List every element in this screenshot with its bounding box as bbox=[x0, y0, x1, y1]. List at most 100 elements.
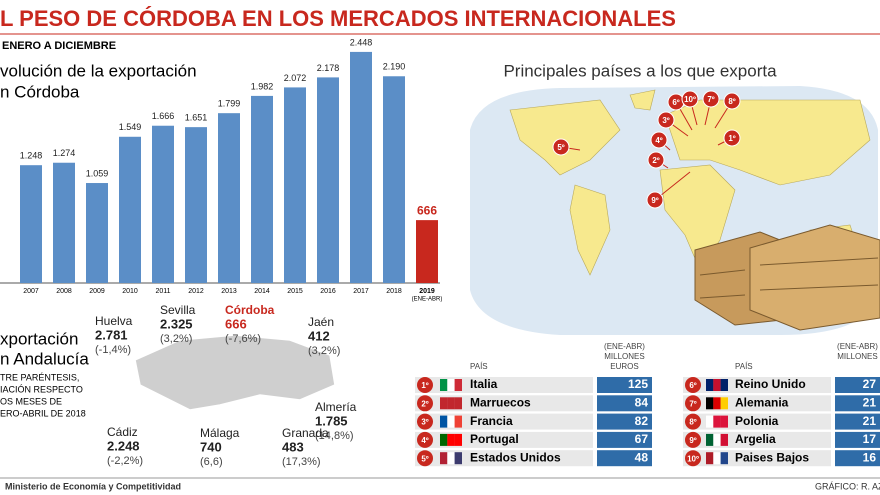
map-marker bbox=[552, 138, 570, 156]
province-name: Granada bbox=[282, 426, 329, 440]
export-value: 27 bbox=[863, 377, 877, 391]
table-header: (ENE-ABR) bbox=[604, 342, 645, 351]
country: Francia bbox=[470, 414, 513, 428]
map-marker-label: 5º bbox=[557, 143, 564, 152]
map-marker-label: 3º bbox=[662, 116, 669, 125]
flag bbox=[720, 397, 728, 410]
flag bbox=[447, 433, 455, 446]
value-label: 2.190 bbox=[383, 62, 406, 72]
rank: 10º bbox=[687, 454, 699, 463]
country: Paises Bajos bbox=[735, 450, 809, 464]
bar bbox=[218, 113, 240, 283]
value-label: 1.651 bbox=[185, 113, 208, 123]
x-tick-note: (ENE-ABR) bbox=[412, 297, 443, 303]
value-box bbox=[597, 431, 652, 448]
province-value: 2.248 bbox=[107, 438, 140, 453]
value-label: 666 bbox=[417, 203, 437, 217]
value-label: 1.549 bbox=[119, 122, 142, 132]
bar bbox=[152, 125, 174, 283]
table-header: MILLONES bbox=[604, 352, 644, 361]
flag bbox=[706, 433, 714, 446]
map-marker bbox=[657, 111, 675, 129]
value-box bbox=[597, 377, 652, 393]
flag bbox=[454, 452, 462, 465]
bar bbox=[284, 87, 306, 283]
rank-badge bbox=[685, 377, 701, 393]
value-label: 2.072 bbox=[284, 73, 307, 83]
map-marker-label: 6º bbox=[672, 98, 679, 107]
bar bbox=[383, 76, 405, 283]
province-value: 740 bbox=[200, 439, 222, 454]
rank-badge bbox=[417, 431, 433, 448]
table-header: PAÍS bbox=[735, 362, 753, 371]
rank: 5º bbox=[421, 454, 428, 463]
flag bbox=[454, 379, 462, 391]
flag bbox=[706, 415, 714, 428]
map-marker bbox=[650, 131, 668, 149]
value-label: 1.666 bbox=[152, 111, 175, 121]
export-value: 48 bbox=[635, 450, 649, 464]
flag bbox=[720, 415, 728, 428]
value-label: 1.274 bbox=[53, 148, 76, 158]
flag bbox=[720, 379, 728, 391]
flag bbox=[447, 397, 455, 410]
rank-badge bbox=[417, 450, 433, 467]
country: Estados Unidos bbox=[470, 450, 561, 464]
x-tick-label: 2008 bbox=[56, 288, 72, 295]
province-value: 412 bbox=[308, 328, 330, 343]
value-box bbox=[835, 431, 880, 448]
rank: 7º bbox=[689, 399, 696, 408]
flag bbox=[440, 397, 448, 410]
province-change: (17,3%) bbox=[282, 456, 321, 468]
andalucia-note: TRE PARÉNTESIS, bbox=[0, 372, 79, 382]
province-value: 2.325 bbox=[160, 316, 193, 331]
map-marker bbox=[647, 151, 665, 169]
source: Ministerio de Economía y Competitividad bbox=[5, 481, 181, 491]
province-name: Málaga bbox=[200, 426, 240, 440]
export-value: 67 bbox=[635, 432, 649, 446]
flag bbox=[720, 452, 728, 465]
export-value: 16 bbox=[863, 450, 877, 464]
country: Marruecos bbox=[470, 395, 531, 409]
table-header: MILLONES bbox=[837, 352, 877, 361]
country: Italia bbox=[470, 377, 498, 391]
value-box bbox=[835, 450, 880, 467]
chart-title: volución de la exportación bbox=[0, 61, 197, 80]
map-marker bbox=[723, 92, 741, 110]
rank: 2º bbox=[421, 399, 428, 408]
map-title: Principales países a los que exporta bbox=[503, 61, 777, 80]
flag bbox=[454, 433, 462, 446]
flag bbox=[440, 433, 448, 446]
value-box bbox=[597, 395, 652, 412]
bar bbox=[185, 127, 207, 283]
value-box bbox=[835, 395, 880, 412]
andalucia-title: n Andalucía bbox=[0, 349, 89, 368]
province-name: Huelva bbox=[95, 314, 133, 328]
province-value: 483 bbox=[282, 439, 304, 454]
province-name: Sevilla bbox=[160, 303, 196, 317]
wooden-crates bbox=[694, 224, 880, 331]
table-header: (ENE-ABR) bbox=[837, 342, 878, 351]
flag bbox=[706, 397, 714, 410]
x-tick-label: 2010 bbox=[122, 288, 138, 295]
value-box bbox=[835, 413, 880, 430]
chart-subtitle: ENERO A DICIEMBRE bbox=[2, 40, 116, 52]
bar bbox=[53, 162, 75, 283]
value-box bbox=[835, 377, 880, 393]
bar bbox=[86, 183, 108, 283]
flag bbox=[706, 452, 714, 465]
flag bbox=[713, 379, 721, 391]
x-tick-label: 2019 bbox=[419, 288, 435, 295]
province-change: (-2,2%) bbox=[107, 455, 143, 467]
flag bbox=[713, 397, 721, 410]
map-marker-label: 10º bbox=[684, 95, 696, 104]
bar bbox=[317, 77, 339, 284]
rank-badge bbox=[417, 413, 433, 430]
province-value: 666 bbox=[225, 316, 247, 331]
province-change: (3,2%) bbox=[160, 333, 192, 345]
province-value: 2.781 bbox=[95, 327, 128, 342]
rank: 6º bbox=[689, 381, 696, 390]
value-label: 1.059 bbox=[86, 168, 109, 178]
country: Reino Unido bbox=[735, 377, 806, 391]
